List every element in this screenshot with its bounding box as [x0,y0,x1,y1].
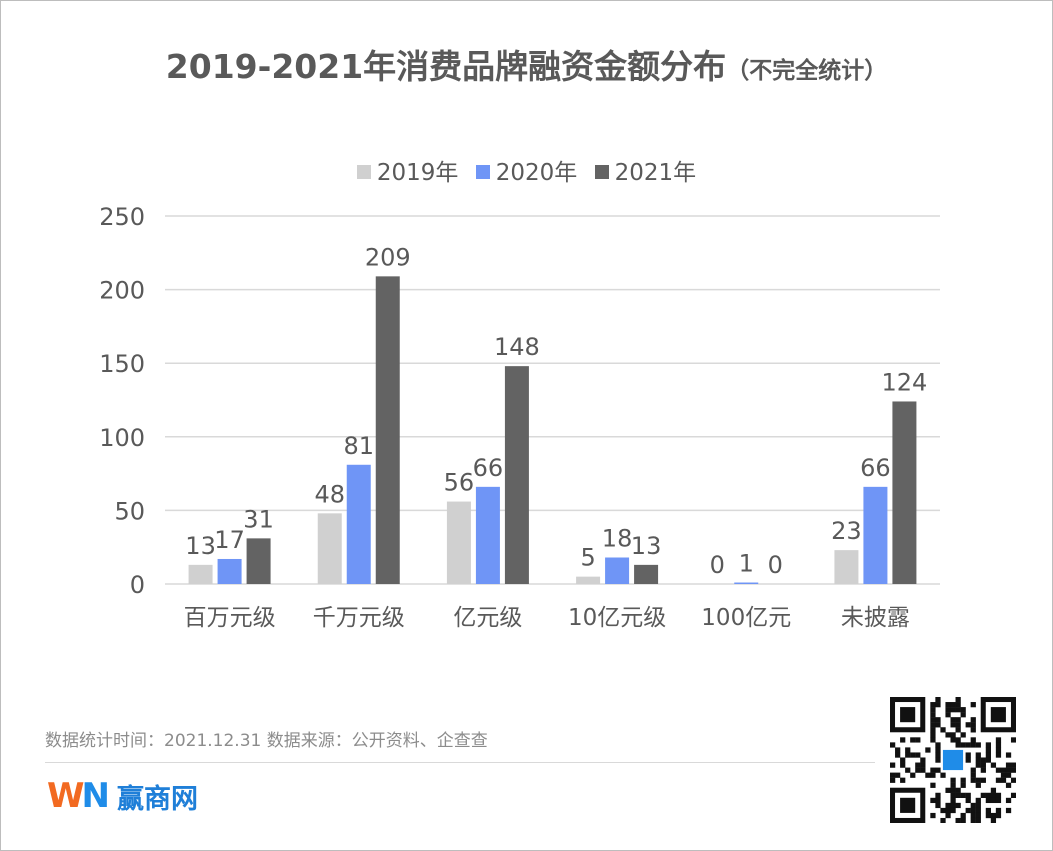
footer-divider [45,762,875,763]
x-tick-label: 10亿元级 [568,605,666,631]
chart-title: 2019-2021年消费品牌融资金额分布（不完全统计） [0,40,1053,88]
chart-legend: 2019年 2020年 2021年 [0,153,1053,187]
bar [317,513,342,584]
bar [475,486,500,584]
legend-swatch-2020 [475,165,490,179]
y-tick-label: 0 [130,571,145,599]
data-label: 0 [768,551,783,579]
chart-subtitle: （不完全统计） [726,58,888,84]
bar [188,564,213,584]
data-label: 66 [860,454,891,482]
data-label: 209 [365,243,411,271]
data-label: 148 [494,333,540,361]
footer-note: 数据统计时间：2021.12.31 数据来源：公开资料、企查查 [45,731,488,751]
legend-item-2021: 2021年 [594,153,697,187]
data-label: 18 [602,525,633,553]
bar [446,501,471,584]
data-label: 1 [739,550,754,578]
data-label: 81 [343,432,374,460]
x-tick-label: 100亿元 [701,605,791,631]
bar-chart: 050100150200250131731百万元级4881209千万元级5666… [99,203,940,631]
bar [375,276,400,584]
x-tick-label: 千万元级 [313,605,405,631]
bar [734,582,759,584]
bar [217,558,242,584]
legend-label-2019: 2019年 [376,160,459,186]
bar [576,576,601,584]
data-label: 23 [831,517,862,545]
y-tick-label: 50 [114,497,145,525]
bar [834,550,859,584]
y-tick-label: 150 [99,350,145,378]
x-tick-label: 百万元级 [184,605,276,631]
bar [504,366,529,584]
data-label: 124 [882,368,928,396]
legend-label-2021: 2021年 [614,160,697,186]
qr-code-icon [890,697,1016,823]
logo-mark: WN [47,776,110,816]
bar [346,464,371,584]
legend-label-2020: 2020年 [495,160,578,186]
legend-swatch-2019 [356,165,371,179]
data-label: 13 [185,532,216,560]
bar [605,557,630,584]
data-label: 13 [631,532,662,560]
bar [892,401,917,584]
y-tick-label: 250 [99,203,145,231]
bar [246,538,271,584]
x-tick-label: 亿元级 [453,605,522,631]
bar [634,564,659,584]
chart-title-main: 2019-2021年消费品牌融资金额分布 [165,47,727,86]
data-label: 0 [710,551,725,579]
bar [863,486,888,584]
data-label: 5 [580,544,595,572]
legend-item-2020: 2020年 [475,153,578,187]
brand-logo: WN 赢商网 [47,776,198,816]
legend-swatch-2021 [594,165,609,179]
y-tick-label: 200 [99,277,145,305]
data-label: 56 [444,469,475,497]
y-tick-label: 100 [99,424,145,452]
data-label: 31 [243,505,274,533]
brand-name: 赢商网 [116,783,198,815]
x-tick-label: 未披露 [841,605,910,631]
data-label: 48 [314,480,345,508]
legend-item-2019: 2019年 [356,153,459,187]
data-label: 17 [214,526,245,554]
data-label: 66 [473,454,504,482]
